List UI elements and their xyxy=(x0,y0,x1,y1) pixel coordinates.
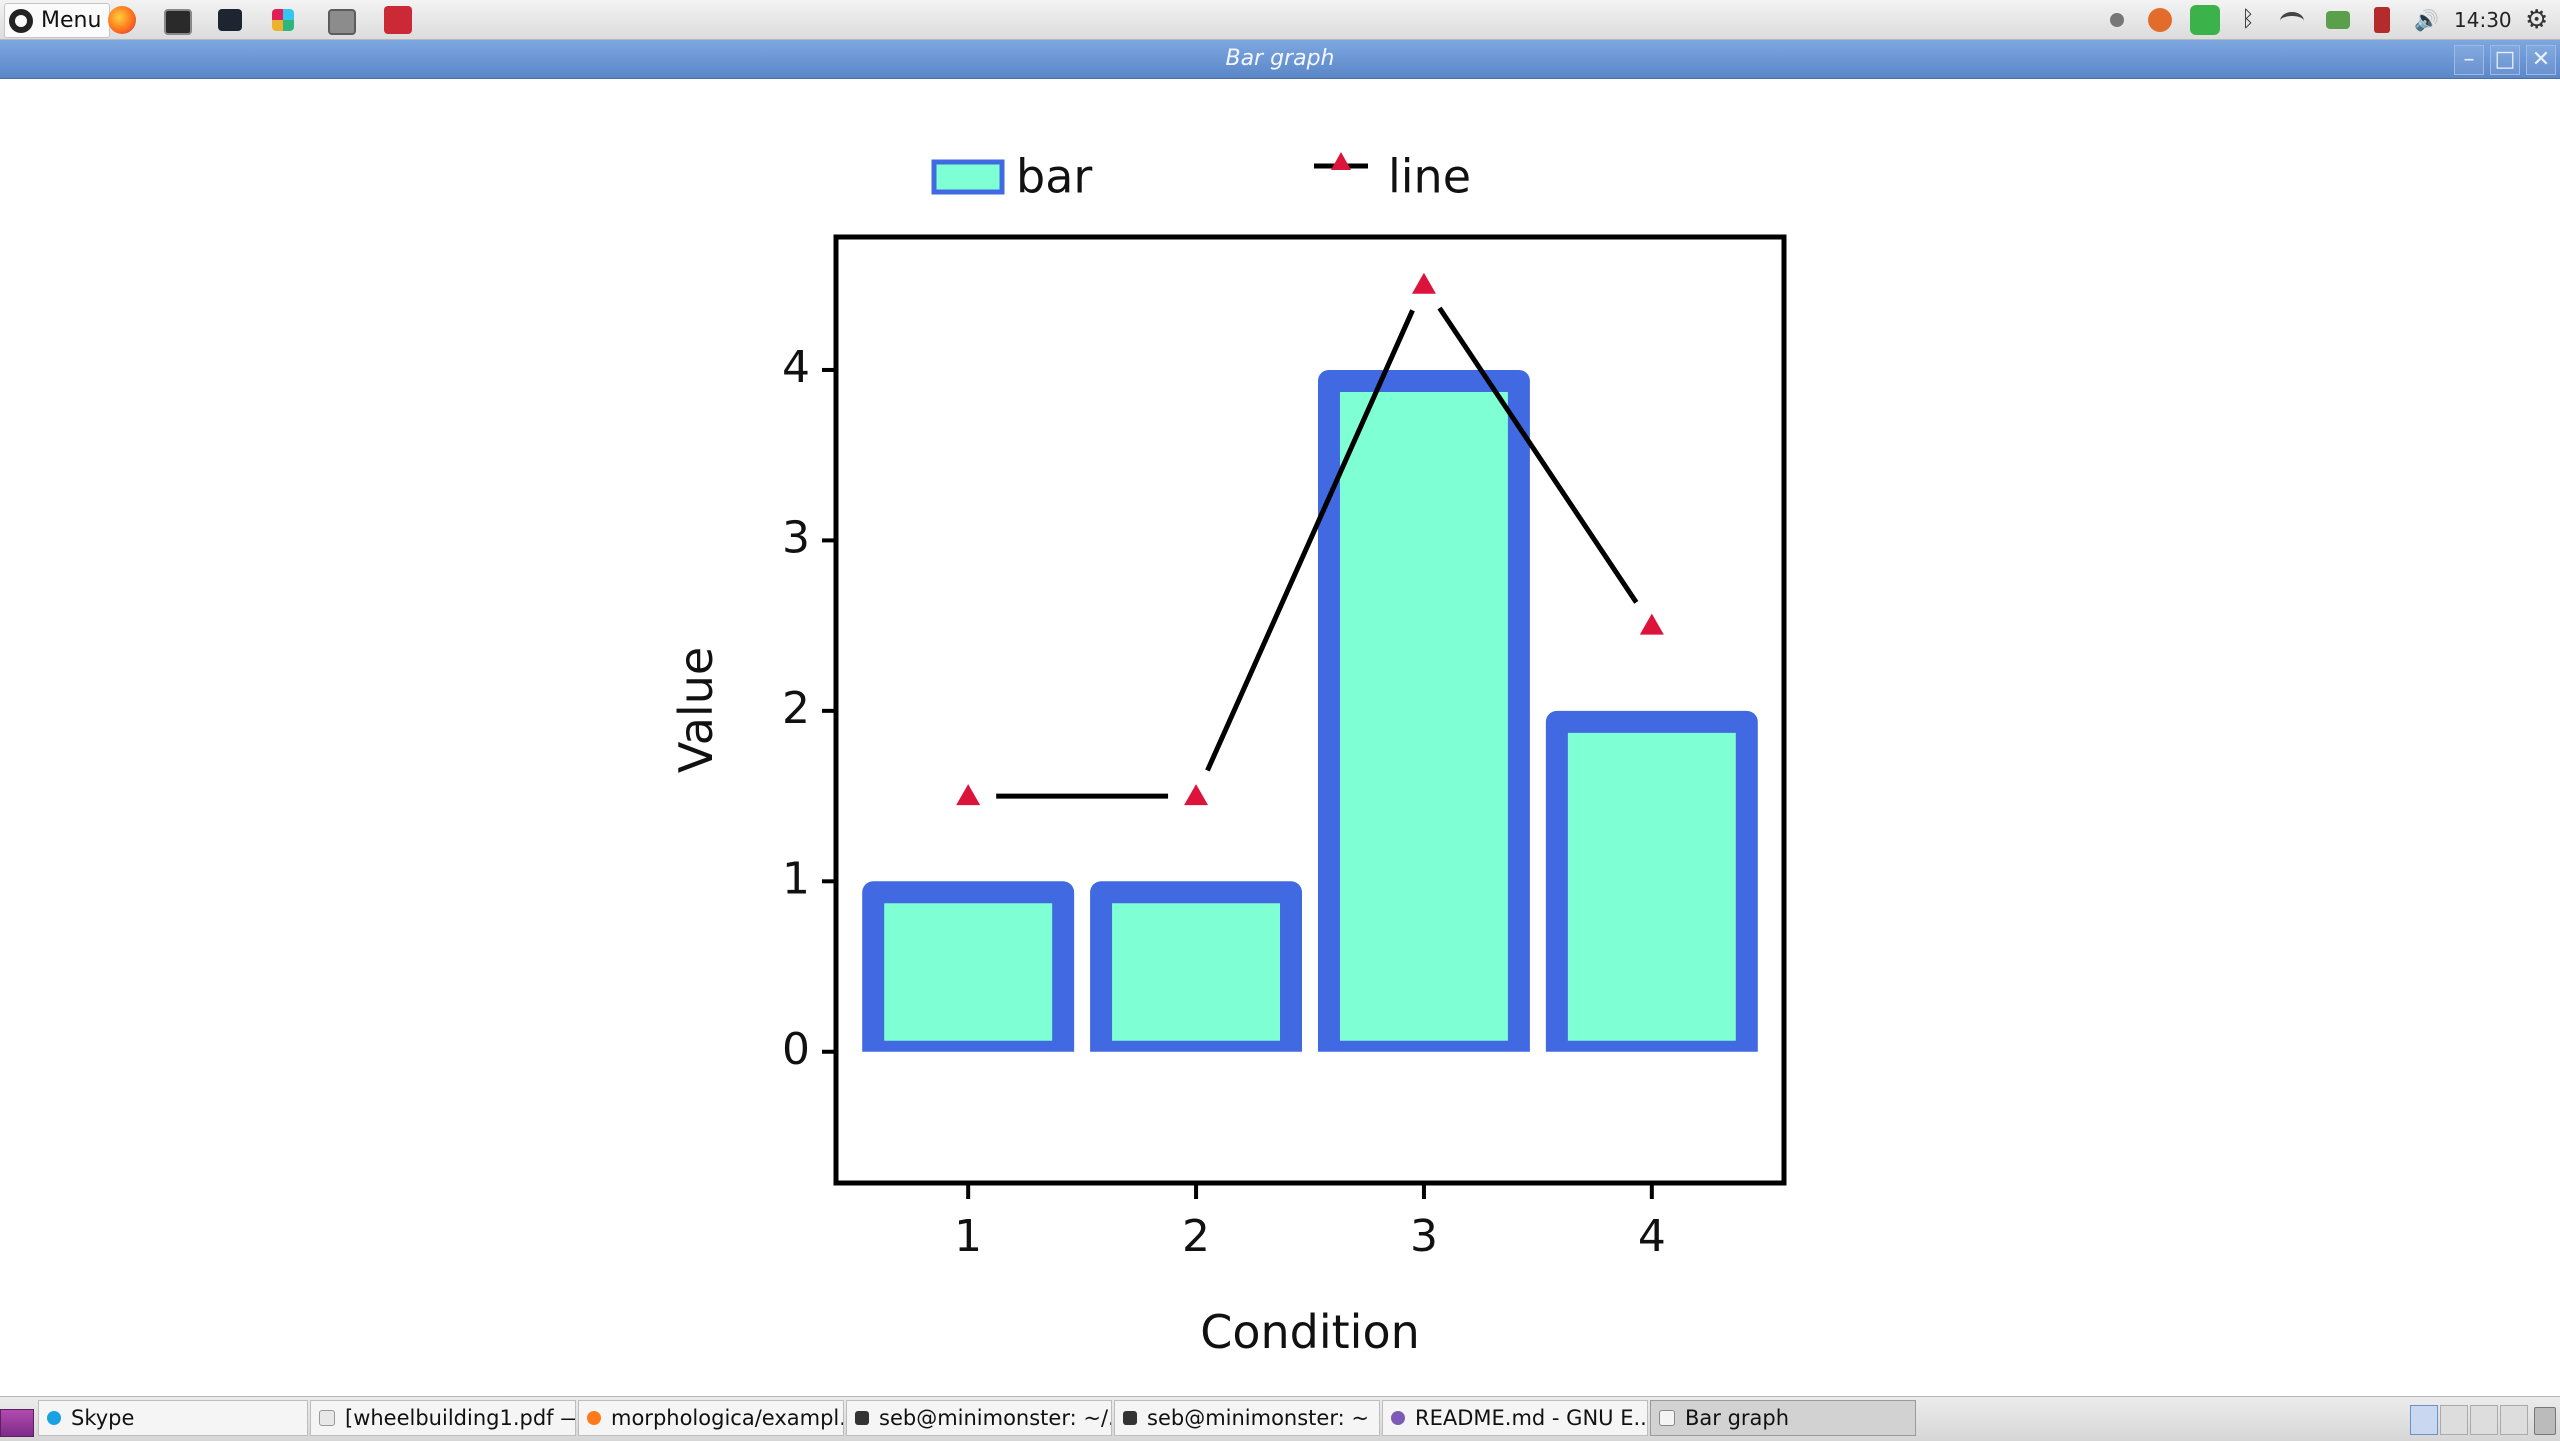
task-emacs[interactable]: README.md - GNU E... xyxy=(1382,1400,1648,1436)
settings-gear-icon[interactable]: ⚙ xyxy=(2525,5,2549,35)
bar-3 xyxy=(1317,369,1530,1063)
slack-icon[interactable] xyxy=(272,9,294,31)
line-segment-2 xyxy=(1205,309,1415,772)
firefox-icon[interactable] xyxy=(108,6,136,34)
terminal-icon[interactable] xyxy=(164,9,192,35)
workspace-4[interactable] xyxy=(2500,1405,2528,1435)
bar-2 xyxy=(1090,881,1303,1063)
legend-line-marker xyxy=(1331,152,1351,170)
window-titlebar[interactable]: Bar graph – □ ✕ xyxy=(0,40,2560,79)
x-tick-label-3: 3 xyxy=(1410,1211,1438,1262)
workspace-1[interactable] xyxy=(2410,1405,2438,1435)
file-manager-icon[interactable] xyxy=(328,9,356,35)
legend-bar-label: bar xyxy=(1016,150,1092,204)
wifi-icon[interactable] xyxy=(2280,12,2304,30)
task-label: Skype xyxy=(71,1406,135,1430)
legend-line-label: line xyxy=(1388,150,1471,204)
close-icon[interactable]: ✕ xyxy=(2526,45,2556,75)
workspace-3[interactable] xyxy=(2470,1405,2498,1435)
battery-icon[interactable] xyxy=(2374,7,2390,33)
show-desktop-icon[interactable] xyxy=(0,1409,34,1437)
task-label: seb@minimonster: ~/... xyxy=(879,1406,1112,1430)
volume-icon[interactable]: 🔊 xyxy=(2414,8,2439,32)
task-skype[interactable]: Skype xyxy=(38,1400,308,1436)
firefox-icon xyxy=(587,1411,601,1425)
task-label: seb@minimonster: ~ xyxy=(1147,1406,1369,1430)
task-label: Bar graph xyxy=(1685,1406,1790,1430)
window-title: Bar graph xyxy=(1225,46,1335,71)
y-tick-label-3: 3 xyxy=(782,512,810,563)
maximize-icon[interactable]: □ xyxy=(2490,45,2520,75)
line-marker-3 xyxy=(1411,272,1436,294)
skype-icon xyxy=(47,1411,61,1425)
x-axis-label: Condition xyxy=(1200,1305,1420,1359)
legend: bar line xyxy=(931,150,1471,204)
bluetooth-icon[interactable]: ᛒ xyxy=(2241,7,2255,32)
line-marker-2 xyxy=(1184,784,1209,806)
zotero-icon[interactable] xyxy=(384,6,412,34)
terminal-icon xyxy=(855,1411,869,1425)
task-firefox[interactable]: morphologica/exampl... xyxy=(578,1400,844,1436)
check-icon[interactable] xyxy=(2190,5,2220,35)
x-tick-label-1: 1 xyxy=(954,1211,982,1262)
baseline-mask xyxy=(839,1051,1781,1066)
task-terminal-1[interactable]: seb@minimonster: ~/... xyxy=(846,1400,1112,1436)
workspace-2[interactable] xyxy=(2440,1405,2468,1435)
line-marker-1 xyxy=(956,784,981,806)
task-terminal-2[interactable]: seb@minimonster: ~ xyxy=(1114,1400,1380,1436)
line-segment-3 xyxy=(1437,306,1639,604)
chart-canvas: 0 1 2 3 4 1 2 3 4 Condition Value bar line xyxy=(0,79,2560,1395)
clock-text: 14:30 xyxy=(2454,7,2512,32)
bar-1 xyxy=(862,881,1075,1063)
y-tick-label-2: 2 xyxy=(782,683,810,734)
menu-label: Menu xyxy=(41,8,102,33)
bar-chart: 0 1 2 3 4 1 2 3 4 Condition Value bar line xyxy=(669,150,1787,1359)
y-tick-label-0: 0 xyxy=(782,1024,810,1075)
x-tick-label-2: 2 xyxy=(1182,1211,1210,1262)
terminal-icon xyxy=(1123,1411,1137,1425)
task-label: [wheelbuilding1.pdf —... xyxy=(345,1406,576,1430)
task-pdf-viewer[interactable]: [wheelbuilding1.pdf —... xyxy=(310,1400,576,1436)
window-icon xyxy=(1659,1410,1675,1426)
network-status-icon[interactable] xyxy=(2110,13,2124,27)
mint-logo-icon xyxy=(9,8,33,33)
top-panel: Menu ᛒ 🔊 14:30 ⚙ xyxy=(0,0,2560,40)
bottom-taskbar: Skype [wheelbuilding1.pdf —... morpholog… xyxy=(0,1396,2560,1441)
menu-button[interactable]: Menu xyxy=(4,3,111,38)
task-label: morphologica/exampl... xyxy=(611,1406,844,1430)
y-tick-label-1: 1 xyxy=(782,853,810,904)
clock[interactable]: 14:30 xyxy=(2454,0,2512,39)
indicator-icon[interactable] xyxy=(2326,11,2350,29)
bar-4 xyxy=(1545,710,1758,1063)
line-marker-4 xyxy=(1639,613,1664,635)
task-label: README.md - GNU E... xyxy=(1415,1406,1648,1430)
system-monitor-icon[interactable] xyxy=(218,9,242,31)
emacs-icon xyxy=(1391,1411,1405,1425)
update-manager-icon[interactable] xyxy=(2148,8,2172,32)
y-axis-label: Value xyxy=(669,647,723,773)
y-tick-label-4: 4 xyxy=(782,342,810,393)
minimize-icon[interactable]: – xyxy=(2454,45,2484,75)
x-tick-label-4: 4 xyxy=(1638,1211,1666,1262)
legend-bar-swatch xyxy=(931,159,1005,195)
task-bar-graph[interactable]: Bar graph xyxy=(1650,1400,1916,1436)
trash-icon[interactable] xyxy=(2534,1407,2556,1435)
document-icon xyxy=(319,1410,335,1426)
